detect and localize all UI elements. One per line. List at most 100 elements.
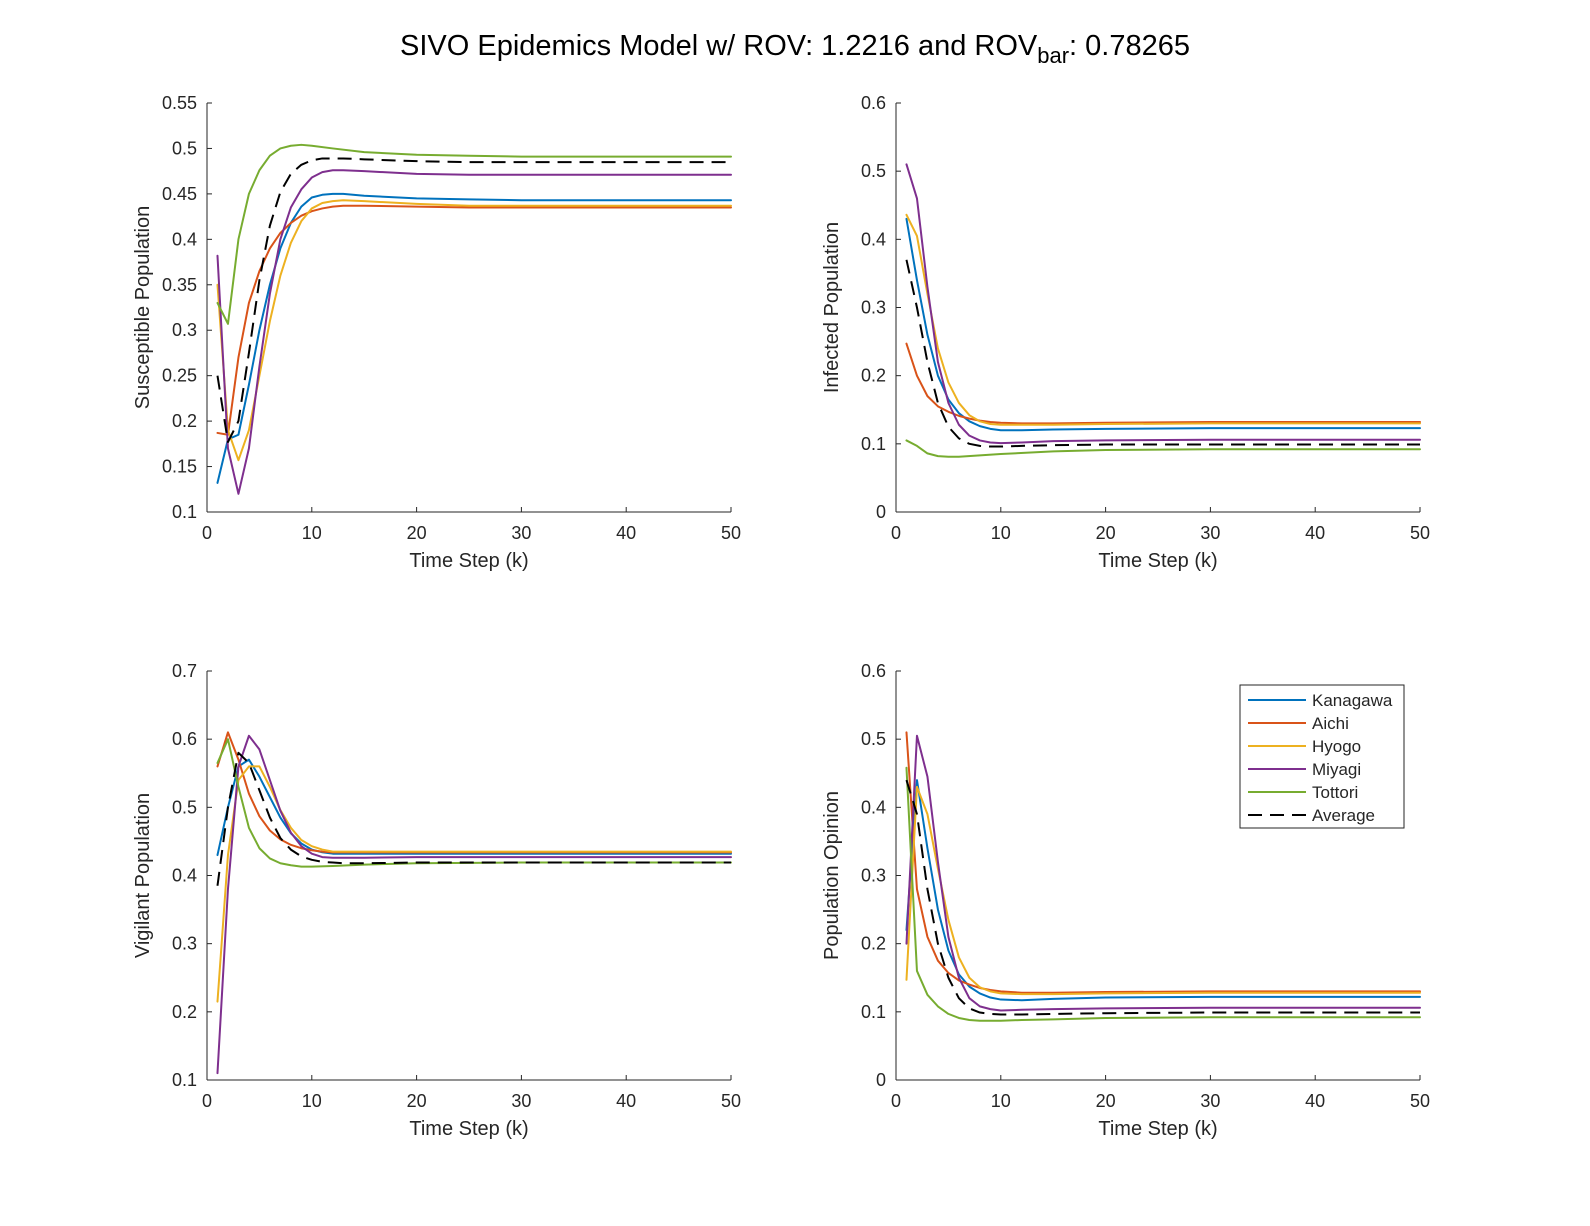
series-line-hyogo bbox=[216, 765, 732, 1003]
series-line-aichi bbox=[905, 342, 1421, 425]
legend-label-kanagawa: Kanagawa bbox=[1312, 691, 1393, 710]
x-tick-label: 30 bbox=[1200, 1091, 1220, 1111]
panel-infected-population: 0 10 20 30 40 50 0 0.1 0.2 0.3 0.4 0.5 0.6 Time Step … bbox=[821, 93, 1430, 572]
y-tick-label: 0 bbox=[876, 502, 886, 522]
y-axis-label: Vigilant Population bbox=[132, 793, 154, 958]
x-tick-label: 30 bbox=[1200, 523, 1220, 543]
series-line-kanagawa bbox=[905, 779, 1421, 1002]
x-tick-label: 20 bbox=[407, 523, 427, 543]
series-line-tottori bbox=[216, 143, 732, 325]
series-line-tottori bbox=[905, 766, 1421, 1022]
panel-population-opinion: 0 10 20 30 40 50 0 0.1 0.2 0.3 0.4 0.5 0.6 Time Step … bbox=[821, 661, 1430, 1140]
x-axis-label: Time Step (k) bbox=[1098, 1118, 1217, 1140]
y-tick-label: 0.5 bbox=[861, 161, 886, 181]
series-line-aichi bbox=[216, 204, 732, 436]
series-line-miyagi bbox=[905, 734, 1421, 1012]
y-tick-label: 0.6 bbox=[172, 729, 197, 749]
x-tick-label: 0 bbox=[202, 1091, 212, 1111]
x-tick-label: 50 bbox=[721, 1091, 741, 1111]
x-tick-label: 20 bbox=[407, 1091, 427, 1111]
y-tick-label: 0.2 bbox=[172, 411, 197, 431]
series-line-kanagawa bbox=[216, 192, 732, 484]
series-line-hyogo bbox=[216, 199, 732, 462]
title-prefix: SIVO Epidemics Model w/ ROV: 1.2216 and … bbox=[400, 30, 1038, 62]
series-line-miyagi bbox=[216, 734, 732, 1075]
y-tick-label: 0.2 bbox=[861, 366, 886, 386]
y-tick-label: 0.1 bbox=[172, 502, 197, 522]
series-line-hyogo bbox=[905, 213, 1421, 426]
series-line-aichi bbox=[216, 731, 732, 854]
series-line-average bbox=[216, 751, 731, 886]
x-tick-label: 40 bbox=[616, 523, 636, 543]
series-line-hyogo bbox=[905, 785, 1421, 996]
x-axis-label: Time Step (k) bbox=[1098, 550, 1217, 572]
y-axis-label: Population Opinion bbox=[821, 791, 843, 960]
y-tick-label: 0.5 bbox=[172, 797, 197, 817]
y-tick-label: 0.3 bbox=[861, 298, 886, 318]
x-tick-label: 10 bbox=[991, 1091, 1011, 1111]
y-tick-label: 0.3 bbox=[172, 934, 197, 954]
y-tick-label: 0.1 bbox=[172, 1070, 197, 1090]
series-line-average bbox=[905, 779, 1420, 1016]
y-tick-label: 0.4 bbox=[861, 797, 886, 817]
x-tick-label: 20 bbox=[1096, 1091, 1116, 1111]
y-tick-label: 0.4 bbox=[172, 866, 197, 886]
x-tick-label: 40 bbox=[1305, 1091, 1325, 1111]
series-line-kanagawa bbox=[905, 217, 1421, 432]
chart-title: SIVO Epidemics Model w/ ROV: 1.2216 and … bbox=[0, 30, 1590, 69]
x-tick-label: 10 bbox=[302, 1091, 322, 1111]
x-tick-label: 40 bbox=[1305, 523, 1325, 543]
legend-label-average: Average bbox=[1312, 806, 1375, 825]
y-tick-label: 0.6 bbox=[861, 661, 886, 681]
y-tick-label: 0.5 bbox=[172, 138, 197, 158]
x-tick-label: 50 bbox=[1410, 1091, 1430, 1111]
panel-susceptible-population: 0 10 20 30 40 50 0.1 0.15 0.2 0.25 0.3 0.35 0.4 0.45 0… bbox=[132, 93, 741, 572]
x-tick-label: 30 bbox=[511, 523, 531, 543]
legend-label-aichi: Aichi bbox=[1312, 714, 1349, 733]
x-tick-label: 0 bbox=[202, 523, 212, 543]
x-tick-label: 50 bbox=[721, 523, 741, 543]
title-suffix: : 0.78265 bbox=[1069, 30, 1190, 62]
x-tick-label: 20 bbox=[1096, 523, 1116, 543]
y-tick-label: 0 bbox=[876, 1070, 886, 1090]
series-line-miyagi bbox=[216, 169, 732, 495]
x-axis-label: Time Step (k) bbox=[409, 1118, 528, 1140]
y-tick-label: 0.4 bbox=[861, 229, 886, 249]
series-line-average bbox=[216, 157, 731, 444]
legend-label-miyagi: Miyagi bbox=[1312, 760, 1361, 779]
x-tick-label: 0 bbox=[891, 523, 901, 543]
y-tick-label: 0.2 bbox=[172, 1002, 197, 1022]
x-tick-label: 50 bbox=[1410, 523, 1430, 543]
y-tick-label: 0.25 bbox=[162, 366, 197, 386]
x-tick-label: 40 bbox=[616, 1091, 636, 1111]
y-tick-label: 0.15 bbox=[162, 457, 197, 477]
y-tick-label: 0.45 bbox=[162, 184, 197, 204]
x-tick-label: 0 bbox=[891, 1091, 901, 1111]
y-tick-label: 0.55 bbox=[162, 93, 197, 113]
legend-label-tottori: Tottori bbox=[1312, 783, 1358, 802]
y-tick-label: 0.1 bbox=[861, 1002, 886, 1022]
y-tick-label: 0.3 bbox=[861, 866, 886, 886]
panel-vigilant-population: 0 10 20 30 40 50 0.1 0.2 0.3 0.4 0.5 0.6 0.7 Time Ste… bbox=[132, 661, 741, 1140]
y-tick-label: 0.7 bbox=[172, 661, 197, 681]
legend-box bbox=[1239, 684, 1405, 829]
x-axis-label: Time Step (k) bbox=[409, 550, 528, 572]
title-subscript: bar bbox=[1037, 43, 1070, 68]
series-line-tottori bbox=[905, 439, 1421, 458]
legend: Kanagawa Aichi Hyogo Miyagi Tottori Average bbox=[1239, 684, 1405, 829]
legend-label-hyogo: Hyogo bbox=[1312, 737, 1361, 756]
y-tick-label: 0.4 bbox=[172, 229, 197, 249]
y-axis-label: Infected Population bbox=[821, 222, 843, 393]
y-tick-label: 0.1 bbox=[861, 434, 886, 454]
y-axis-label: Susceptible Population bbox=[132, 206, 154, 409]
y-tick-label: 0.35 bbox=[162, 275, 197, 295]
series-line-kanagawa bbox=[216, 758, 732, 857]
x-tick-label: 30 bbox=[511, 1091, 531, 1111]
x-tick-label: 10 bbox=[302, 523, 322, 543]
series-line-miyagi bbox=[905, 163, 1421, 445]
series-line-tottori bbox=[216, 738, 732, 868]
y-tick-label: 0.3 bbox=[172, 320, 197, 340]
x-tick-label: 10 bbox=[991, 523, 1011, 543]
